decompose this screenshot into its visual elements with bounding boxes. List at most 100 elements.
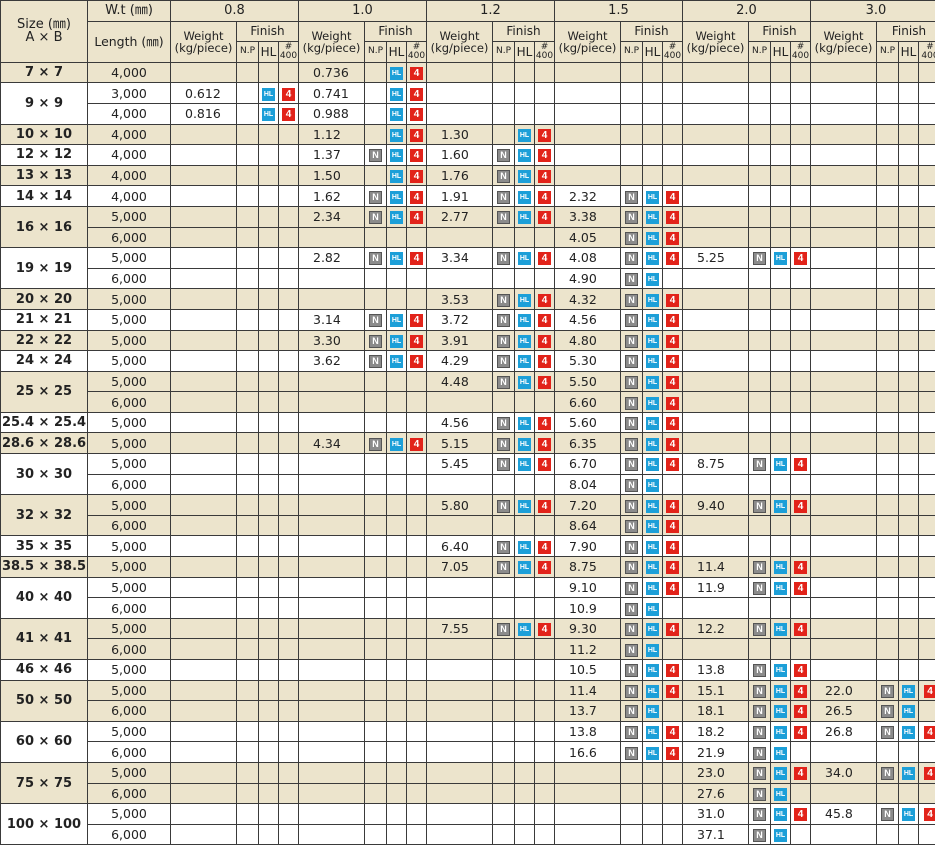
no400-finish-icon: 4 <box>666 746 679 760</box>
no400-finish-icon: 4 <box>666 417 679 431</box>
table-row: 6,000 27.6 N HL <box>1 782 935 805</box>
no400-cell <box>278 370 299 393</box>
no400-cell <box>918 514 935 537</box>
table-row: 25.4 × 25.4 5,000 4.56 N HL 4 5.60 N HL 4 <box>0 411 935 434</box>
no400-cell: 4 <box>662 679 683 702</box>
weight-cell: 9.30 <box>554 617 621 640</box>
np-cell <box>876 82 899 104</box>
no400-cell <box>790 638 811 660</box>
np-cell <box>236 679 259 702</box>
no400-finish-icon: 4 <box>538 334 551 348</box>
np-header: N.P <box>748 41 771 63</box>
no400-cell <box>534 226 555 249</box>
no400-cell <box>406 288 427 310</box>
hl-cell <box>386 226 407 249</box>
np-cell <box>236 82 259 104</box>
weight-header: Weight (kg/piece) <box>810 20 877 63</box>
weight-cell: 4.34 <box>298 432 365 455</box>
np-cell <box>492 267 515 290</box>
np-cell: N <box>620 391 643 413</box>
np-cell <box>876 288 899 310</box>
hl-cell <box>386 823 407 846</box>
no400-cell: 4 <box>662 535 683 558</box>
np-cell <box>236 761 259 784</box>
length-cell: 5,000 <box>87 659 171 681</box>
hl-cell <box>770 597 791 619</box>
no400-cell <box>918 61 935 84</box>
hl-cell <box>258 761 279 784</box>
weight-cell: 3.30 <box>298 329 365 352</box>
hl-cell <box>770 473 791 496</box>
weight-cell: 1.60 <box>426 144 493 166</box>
no400-cell <box>918 576 935 599</box>
weight-cell <box>426 679 493 702</box>
no400-cell <box>278 761 299 784</box>
hl-cell <box>898 453 919 475</box>
np-cell <box>236 205 259 228</box>
no400-cell <box>918 185 935 207</box>
weight-cell: 1.91 <box>426 185 493 207</box>
np-cell: N <box>748 741 771 763</box>
no400-finish-icon: 4 <box>794 499 807 513</box>
no400-cell <box>662 164 683 187</box>
hl-finish-icon: HL <box>774 623 787 637</box>
no400-cell <box>790 123 811 146</box>
length-cell: 4,000 <box>87 144 171 166</box>
weight-header: Weight (kg/piece) <box>682 20 749 63</box>
table-row: 6,000 10.9 N HL <box>1 597 935 619</box>
hl-cell: HL <box>514 370 535 393</box>
no400-finish-icon: 4 <box>666 190 679 204</box>
np-cell: N <box>748 659 771 681</box>
length-cell: 5,000 <box>87 576 171 599</box>
no400-finish-icon: 4 <box>410 67 423 81</box>
weight-cell <box>810 61 877 84</box>
np-cell <box>364 556 387 578</box>
no400-finish-icon: 4 <box>794 664 807 678</box>
no400-cell <box>406 391 427 413</box>
hl-cell <box>770 102 791 125</box>
size-cell: 46 × 46 <box>0 659 88 681</box>
np-cell <box>620 782 643 805</box>
weight-label: Weight <box>567 28 608 43</box>
no400-finish-icon: 4 <box>410 170 423 184</box>
np-cell <box>236 164 259 187</box>
hl-finish-icon: HL <box>518 293 531 307</box>
no400-cell: 4 <box>662 659 683 681</box>
np-finish-icon: N <box>625 437 638 451</box>
weight-cell: 5.50 <box>554 370 621 393</box>
no400-cell <box>534 597 555 619</box>
np-finish-icon: N <box>625 602 638 616</box>
no400-cell <box>662 267 683 290</box>
hl-finish-icon: HL <box>902 808 915 822</box>
no400-finish-icon: 4 <box>538 293 551 307</box>
weight-cell <box>170 370 237 393</box>
hl-cell: HL <box>514 288 535 310</box>
hl-cell <box>514 102 535 125</box>
no400-cell <box>918 308 935 331</box>
hl-cell <box>898 370 919 393</box>
np-cell <box>620 144 643 166</box>
no400-cell: 4 <box>662 185 683 207</box>
no400-cell: 4 <box>534 164 555 187</box>
finish-header: Finish <box>748 20 811 43</box>
np-cell <box>492 741 515 763</box>
weight-label: Weight <box>311 28 352 43</box>
np-cell <box>876 226 899 249</box>
weight-cell <box>426 576 493 599</box>
np-finish-icon: N <box>753 458 766 472</box>
weight-cell <box>682 535 749 558</box>
no400-cell <box>790 597 811 619</box>
no400-finish-icon: 4 <box>666 211 679 225</box>
weight-cell <box>810 164 877 187</box>
hl-cell <box>514 823 535 846</box>
hl-cell <box>386 617 407 640</box>
no400-cell <box>918 823 935 846</box>
hl-finish-icon: HL <box>774 746 787 760</box>
no400-finish-icon: 4 <box>538 499 551 513</box>
np-cell <box>236 102 259 125</box>
hl-cell <box>898 144 919 166</box>
no400-cell <box>918 164 935 187</box>
np-cell <box>748 308 771 331</box>
weight-cell: 3.38 <box>554 205 621 228</box>
no400-cell <box>406 514 427 537</box>
